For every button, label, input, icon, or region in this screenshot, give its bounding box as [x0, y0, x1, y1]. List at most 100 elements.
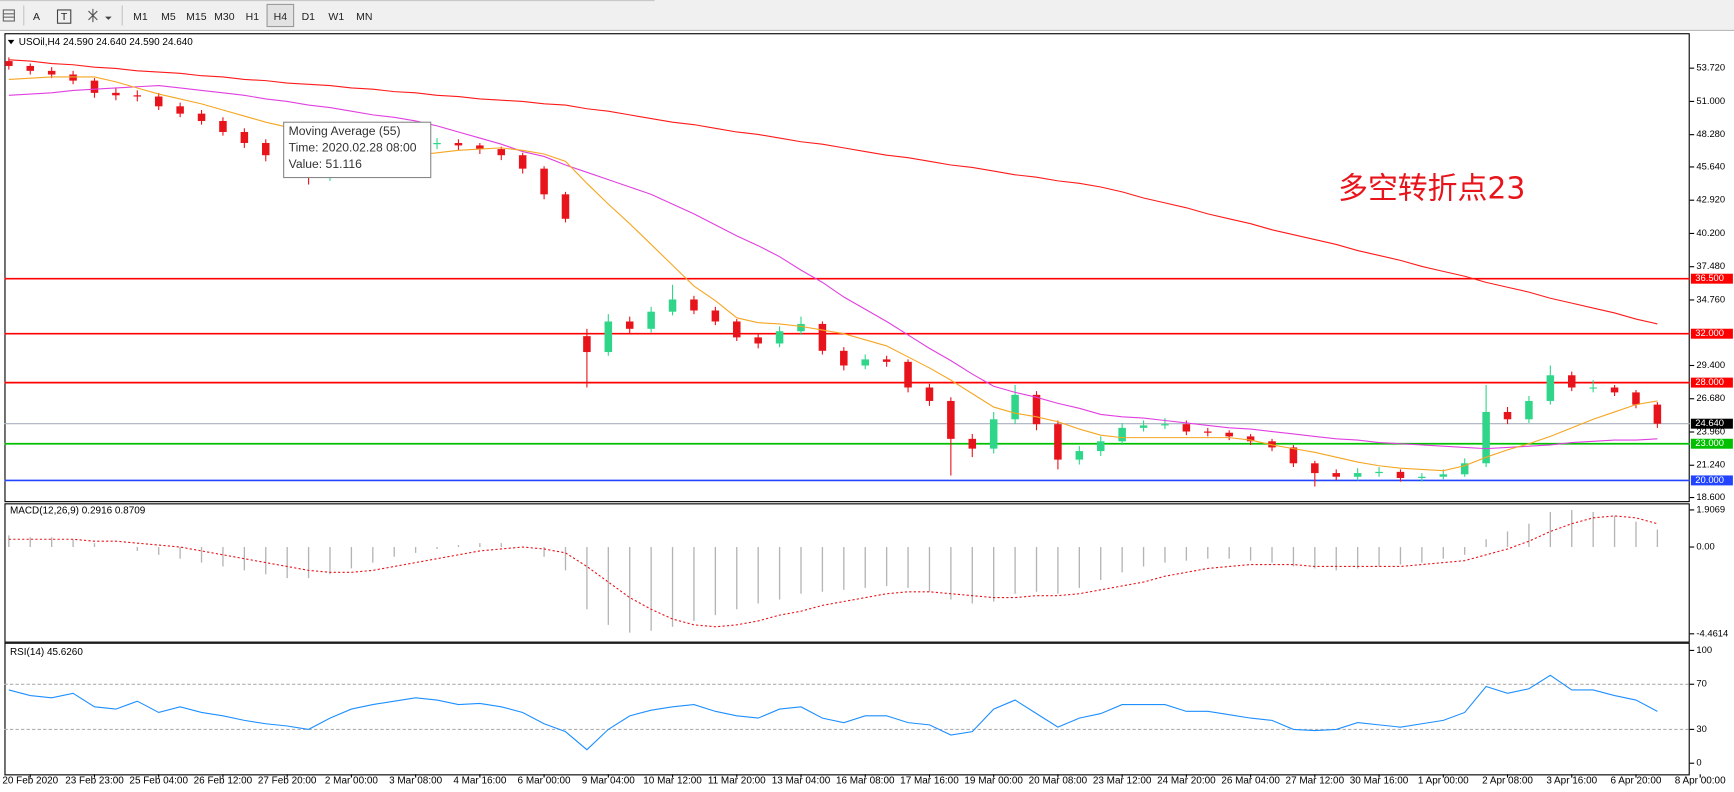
tooltip: Moving Average (55) Time: 2020.02.28 08:…: [283, 121, 432, 179]
candle-body: [454, 142, 463, 146]
active-button-bg: [266, 3, 295, 28]
x-tick-label: 4 Mar 16:00: [453, 776, 506, 787]
symbol-menu-arrow[interactable]: [7, 39, 15, 45]
y-tick-label: 48.280: [1696, 128, 1725, 139]
chart-window: [0, 30, 1734, 792]
candle-body: [882, 359, 891, 362]
candle-body: [26, 65, 35, 71]
candle-body: [561, 194, 570, 219]
candle-body: [497, 149, 506, 156]
tooltip-line: Moving Average (55): [289, 124, 401, 138]
candle-body: [1075, 451, 1084, 460]
y-tick-label: 45.640: [1696, 160, 1725, 171]
annotation: 多空转折点23: [1338, 172, 1525, 207]
level-label-bg: [1690, 377, 1733, 388]
level-label: 28.000: [1695, 376, 1724, 387]
timeframe-button[interactable]: H4: [274, 11, 288, 23]
chart-title: USOil,H4 24.590 24.640 24.590 24.640: [19, 37, 193, 48]
candle-body: [647, 311, 655, 329]
x-tick-label: 23 Mar 12:00: [1093, 776, 1152, 787]
candle-body: [625, 321, 634, 329]
y-tick-label: 21.240: [1696, 459, 1725, 470]
timeframe-button[interactable]: M5: [161, 11, 176, 23]
y-tick-label: 34.760: [1696, 293, 1725, 304]
cursor-icon[interactable]: [88, 8, 112, 23]
x-tick-label: 20 Feb 2020: [2, 776, 58, 787]
candle-body: [1396, 471, 1405, 478]
x-tick-label: 25 Feb 04:00: [129, 776, 188, 787]
y-tick-label: 42.920: [1696, 194, 1725, 205]
candle-body: [947, 400, 955, 439]
candle-body: [1567, 375, 1576, 388]
moving-average: [8, 84, 1658, 450]
timeframe-button[interactable]: H1: [246, 11, 260, 23]
candle-body: [690, 299, 698, 311]
candle-body: [604, 321, 613, 353]
timeframe-button[interactable]: M1: [133, 11, 148, 23]
x-tick-label: 13 Mar 04:00: [772, 776, 831, 787]
x-tick-label: 6 Apr 20:00: [1611, 776, 1662, 787]
axes: 53.720 51.000 48.280 45.640 42.920 40.200 37.4…: [2, 62, 1733, 787]
candle-body: [1439, 474, 1448, 477]
candle-body: [518, 155, 527, 169]
y-tick-label: 0.00: [1696, 541, 1714, 552]
timeframe-button[interactable]: M30: [214, 11, 235, 23]
x-tick-label: 19 Mar 00:00: [964, 776, 1023, 787]
candle-body: [754, 337, 762, 344]
candle-body: [1096, 441, 1105, 452]
level-label-bg: [1690, 328, 1733, 339]
grid-icon[interactable]: [2, 9, 15, 22]
level-label-bg: [1690, 273, 1733, 284]
y-tick-label: 18.600: [1696, 491, 1725, 502]
tool-button[interactable]: T: [61, 11, 68, 23]
rsi-title: RSI(14) 45.6260: [10, 647, 83, 658]
y-tick-label: 40.200: [1696, 227, 1725, 238]
macd-pane: [8, 510, 1659, 633]
tool-button[interactable]: A: [33, 11, 40, 23]
candle-body: [925, 387, 934, 401]
candle-body: [1225, 432, 1233, 437]
y-tick-label: 1.9069: [1696, 503, 1725, 514]
level-label: 20.000: [1695, 474, 1724, 485]
candle-body: [1011, 394, 1019, 420]
timeframe-button[interactable]: D1: [302, 11, 316, 23]
timeframe-button[interactable]: MN: [356, 11, 372, 23]
candle-body: [775, 331, 784, 344]
timeframe-button[interactable]: W1: [328, 11, 344, 23]
candle-body: [904, 361, 912, 388]
x-tick-label: 3 Mar 08:00: [389, 776, 442, 787]
rsi-pane-frame: [4, 642, 1690, 776]
x-tick-label: 6 Mar 00:00: [518, 776, 571, 787]
candle-body: [262, 142, 270, 156]
x-tick-label: 26 Mar 04:00: [1221, 776, 1280, 787]
y-tick-label: 70: [1696, 678, 1706, 689]
candle-body: [433, 142, 441, 145]
y-tick-label: 0: [1696, 757, 1701, 768]
icon-shape: [105, 16, 112, 20]
candle-body: [1460, 463, 1469, 475]
candle-body: [1289, 447, 1298, 464]
candle-body: [197, 113, 206, 121]
x-tick-label: 2 Apr 08:00: [1482, 776, 1533, 787]
x-tick-label: 26 Feb 12:00: [194, 776, 253, 787]
candle-body: [1589, 387, 1597, 389]
x-tick-label: 8 Apr 00:00: [1675, 776, 1726, 787]
macd-pane-frame: [4, 503, 1690, 643]
candle-body: [476, 145, 484, 150]
toolbar-bg: [0, 0, 1734, 31]
candle-body: [1182, 424, 1191, 432]
x-tick-label: 24 Mar 20:00: [1157, 776, 1216, 787]
tooltip-box: [283, 121, 432, 179]
y-tick-label: 53.720: [1696, 62, 1725, 73]
macd-title: MACD(12,26,9) 0.2916 0.8709: [10, 506, 146, 517]
candle-body: [90, 80, 99, 93]
candle-body: [1032, 394, 1041, 425]
candle-body: [1503, 411, 1512, 420]
candle-body: [1204, 431, 1212, 433]
candle-body: [968, 438, 977, 449]
level-label: 32.000: [1695, 327, 1724, 338]
timeframe-button[interactable]: M15: [186, 11, 207, 23]
current-price-label: 24.640: [1695, 417, 1724, 428]
candle-body: [69, 74, 77, 81]
